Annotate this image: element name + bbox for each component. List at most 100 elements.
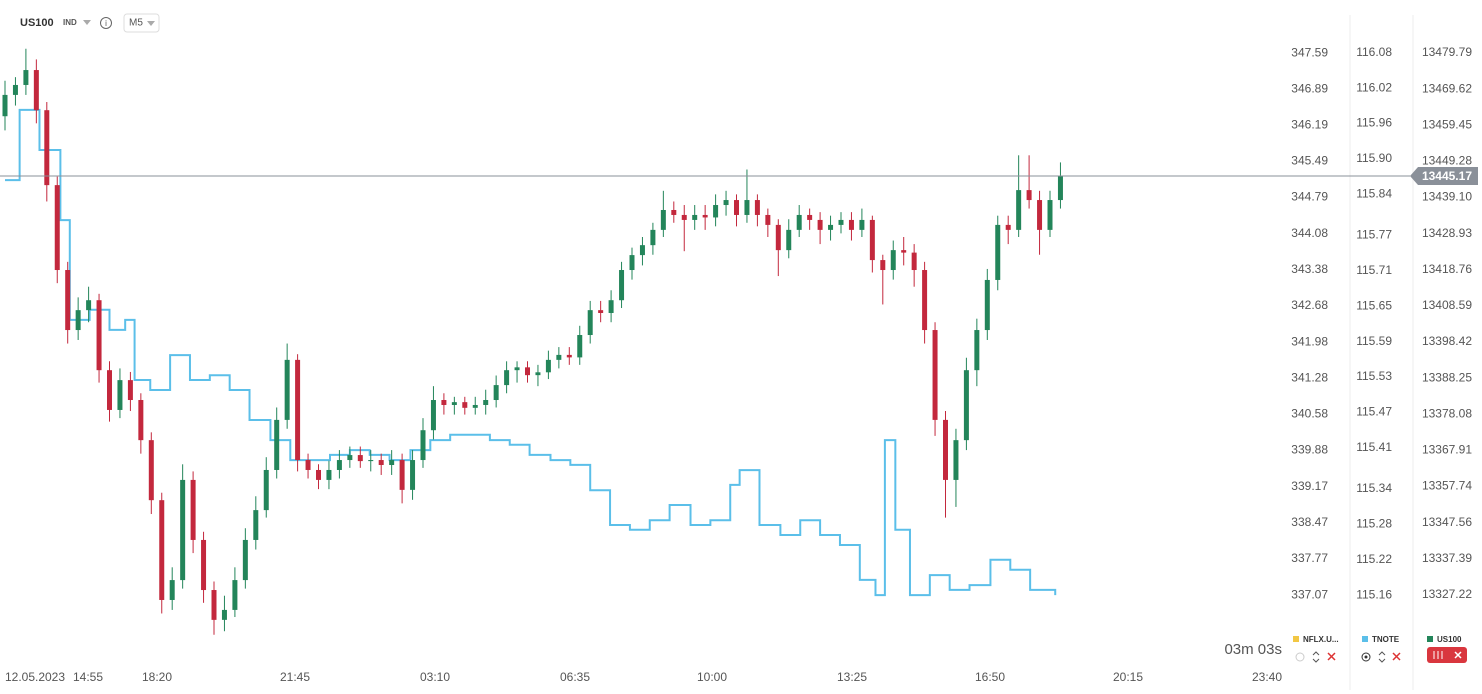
y-tick-label: 340.58: [1291, 406, 1328, 420]
y-tick-label: 115.96: [1356, 116, 1392, 130]
remove-icon[interactable]: [1392, 652, 1401, 661]
remove-icon[interactable]: [1327, 652, 1336, 661]
candle-body: [12, 84, 18, 95]
candle-body: [953, 440, 959, 480]
candle-body: [828, 224, 834, 230]
candle-body: [556, 354, 562, 360]
candle-body: [859, 219, 865, 230]
y-tick-label: 115.77: [1356, 228, 1392, 242]
candle-body: [922, 270, 928, 331]
order-icon[interactable]: [1312, 651, 1320, 663]
y-tick-label: 115.59: [1356, 334, 1392, 348]
candle-body: [430, 400, 436, 431]
candle-body: [284, 359, 290, 420]
candle-body: [232, 580, 238, 610]
eye-icon[interactable]: [1361, 652, 1371, 662]
candle-body: [368, 460, 374, 462]
candle-body: [514, 367, 520, 371]
candle-body: [639, 245, 645, 256]
x-tick-label: 23:40: [1252, 670, 1282, 684]
candle-body: [890, 250, 896, 271]
legend-swatch: [1362, 636, 1368, 642]
x-tick-label: 21:45: [280, 670, 310, 684]
candle-body: [107, 370, 112, 410]
y-tick-label: 339.17: [1291, 479, 1328, 493]
y-tick-label: 116.08: [1356, 45, 1392, 59]
remove-icon[interactable]: [1454, 651, 1462, 659]
candle-body: [577, 335, 583, 358]
candle-body: [692, 214, 698, 220]
x-tick-label: 13:25: [837, 670, 867, 684]
candle-body: [1016, 190, 1022, 230]
interval-button[interactable]: [123, 13, 160, 33]
candle-body: [23, 70, 29, 85]
candle-body: [127, 380, 133, 401]
interval: M5: [129, 18, 143, 29]
candle-body: [274, 419, 280, 470]
candle-body: [462, 402, 468, 408]
candle-body: [619, 270, 625, 301]
eye-icon[interactable]: [1295, 652, 1305, 662]
dropdown-arrow[interactable]: [83, 20, 91, 25]
eye-pupil: [1364, 655, 1368, 659]
candle-body: [598, 310, 604, 313]
candle-body: [54, 185, 60, 271]
y-tick-label: 13357.74: [1422, 479, 1472, 493]
y-tick-label: 13428.93: [1422, 226, 1472, 240]
y-tick-label: 13347.56: [1422, 515, 1472, 529]
y-tick-label: 13337.39: [1422, 551, 1472, 565]
y-tick-label: 343.38: [1291, 262, 1328, 276]
candle-body: [754, 200, 760, 215]
x-tick-label: 14:55: [73, 670, 103, 684]
settings-button[interactable]: [1427, 647, 1467, 663]
y-tick-label: 13439.10: [1422, 190, 1472, 204]
y-tick-label: 345.49: [1291, 153, 1328, 167]
candle-body: [242, 539, 248, 581]
candle-body: [472, 404, 478, 408]
info-icon[interactable]: [100, 17, 112, 29]
y-tick-label: 347.59: [1291, 45, 1328, 59]
price-tag: [1410, 167, 1478, 186]
candle-body: [33, 70, 39, 111]
candle-body: [378, 460, 384, 466]
candle-body: [525, 367, 530, 376]
y-tick-label: 342.68: [1291, 298, 1328, 312]
candle-body: [2, 94, 8, 117]
order-icon[interactable]: [1378, 651, 1386, 663]
candle-body: [96, 300, 102, 371]
candle-body: [451, 402, 457, 405]
candle-body: [1005, 224, 1011, 230]
legend-swatch: [1293, 636, 1299, 642]
candle-body: [347, 455, 353, 461]
candle-body: [148, 440, 154, 501]
kind[interactable]: IND: [63, 18, 77, 27]
candle-body: [817, 219, 823, 230]
candle-body: [880, 260, 886, 271]
y-tick-label: 13408.59: [1422, 298, 1472, 312]
y-tick-label: 115.16: [1356, 587, 1392, 601]
candle-body: [734, 200, 739, 215]
x-tick-label: 16:50: [975, 670, 1005, 684]
dropdown-arrow[interactable]: [147, 21, 155, 26]
candle-body: [901, 250, 907, 253]
y-tick-label: 337.07: [1291, 587, 1328, 601]
y-tick-label: 13479.79: [1422, 45, 1472, 59]
candle-body: [650, 229, 656, 246]
overlay-line: [5, 108, 1057, 597]
candle-body: [211, 590, 217, 620]
candle-body: [86, 300, 92, 311]
candle-body: [932, 330, 938, 420]
candle-body: [848, 219, 854, 230]
legend-controls: [1295, 647, 1467, 663]
candle-body: [201, 539, 207, 591]
candle-body: [221, 609, 227, 620]
candle-body: [389, 460, 395, 466]
countdown: 03m 03s: [1224, 641, 1282, 658]
candle-body: [316, 469, 321, 480]
y-tick-label: 115.41: [1356, 440, 1392, 454]
y-tick-label: 115.90: [1356, 151, 1392, 165]
y-tick-label: 337.77: [1291, 551, 1328, 565]
candle-body: [566, 354, 572, 358]
y-tick-label: 13449.28: [1422, 154, 1472, 168]
